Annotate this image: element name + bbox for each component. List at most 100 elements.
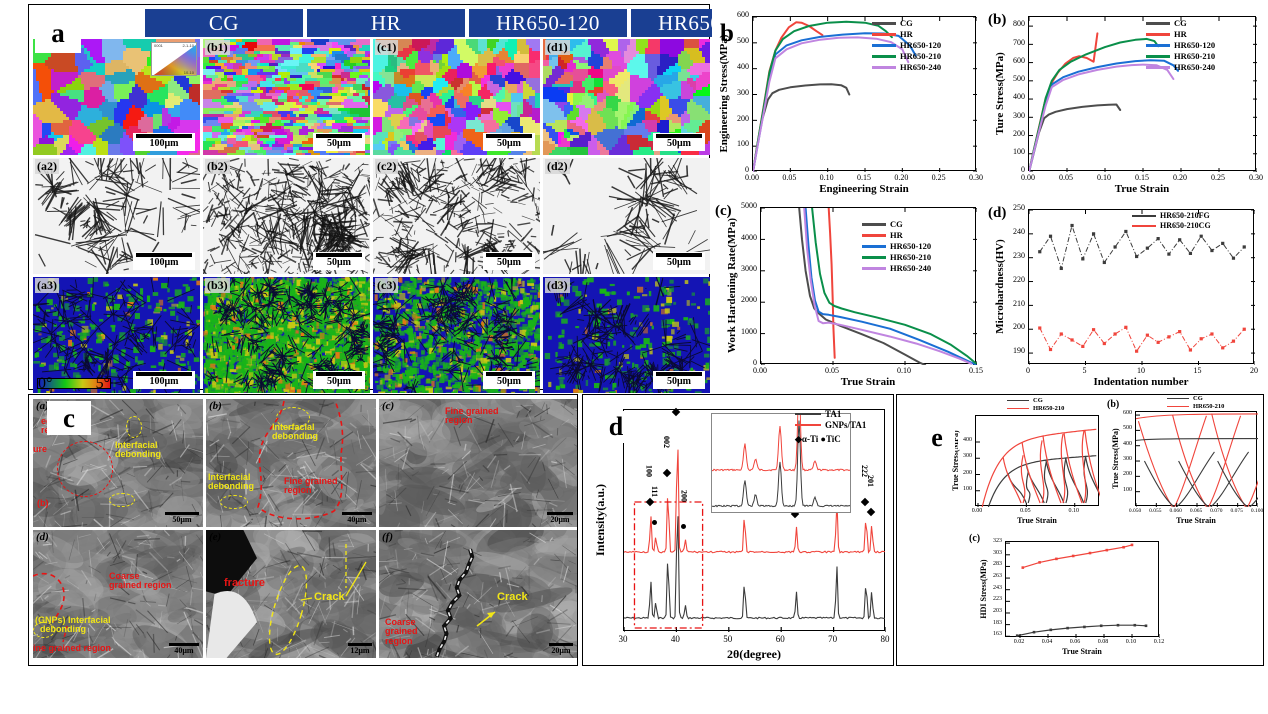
- plot-area-e-b: [1135, 411, 1258, 507]
- plot-area-d: [1028, 209, 1255, 365]
- sem-scale-label: 20μm: [550, 515, 570, 524]
- plot-area-e-c: [1005, 541, 1160, 638]
- legend-entry: HR650-120: [872, 40, 941, 50]
- x-tick-label: 15: [1193, 366, 1202, 375]
- x-axis-title: 2θ(degree): [726, 647, 782, 661]
- y-tick-label: 2000: [741, 295, 757, 305]
- xrd-peak-label: 201: [865, 474, 875, 487]
- plot-area-e-a: [975, 415, 1100, 507]
- legend-color-swatch: [1132, 214, 1156, 217]
- y-tick-label: 100: [737, 139, 749, 149]
- crack-arrow: [476, 611, 496, 627]
- legend-color-swatch: [862, 255, 886, 259]
- x-tick-label: 0.055: [1149, 508, 1162, 514]
- sem-scale-bar: 40μm: [342, 512, 372, 524]
- x-tick-label: 0.00: [971, 508, 983, 514]
- legend-entry: HR650-210: [1007, 405, 1064, 412]
- kam-scale-max: 5°: [95, 374, 110, 392]
- x-tick-label: 0.12: [1153, 639, 1165, 645]
- sem-scale-label: 20μm: [551, 646, 571, 655]
- legend-label: CG: [1193, 395, 1203, 402]
- y-tick-label: 163: [993, 631, 1002, 638]
- scale-bar: 50μm: [653, 371, 705, 389]
- ebsd-cell-d2: (d2) 50μm: [543, 158, 710, 274]
- sem-scale-line: [547, 512, 573, 515]
- scale-bar-line: [136, 134, 192, 138]
- kam-map: [33, 277, 200, 393]
- x-tick-label: 60: [775, 634, 785, 644]
- chart-legend-b2: CG HR HR650-120 HR650-210 HR650-240: [1146, 18, 1215, 72]
- annotation-interfacial-debonding: Interfacial debonding: [115, 440, 161, 460]
- scale-bar: 100μm: [133, 371, 195, 389]
- x-tick-label: 0.10: [819, 173, 834, 182]
- legend-label: HR650-210CG: [1160, 221, 1211, 230]
- x-tick-label: 0.05: [1059, 173, 1073, 182]
- legend-entry: GNPs/TA1: [795, 420, 866, 430]
- legend-color-swatch: [1146, 54, 1170, 58]
- panel-c-tag: c: [47, 401, 91, 435]
- x-tick-label: 0.15: [857, 173, 871, 182]
- subpanel-label: (c1): [375, 40, 399, 55]
- legend-entry: HR650-210: [862, 252, 931, 262]
- annotation-fine-grained-region: Fine grained region: [284, 476, 338, 496]
- scale-bar: 100μm: [133, 133, 195, 151]
- y-axis-title: Ture Stress(MPa): [994, 52, 1006, 135]
- chart-microhardness: 0 5 10 15 20 190 200 210 220 230 240 250 Indentation…: [986, 197, 1264, 390]
- ipf-orientation-map: [33, 39, 200, 155]
- x-tick-label: 0.20: [894, 173, 909, 182]
- sem-cell-b: (b) 40μm Interfacial debonding Interfacial …: [206, 399, 376, 527]
- subpanel-label: (a2): [35, 159, 59, 174]
- annotation-ref-b: (b): [37, 498, 49, 508]
- ebsd-cell-b3: (b3) 50μm: [203, 277, 370, 393]
- sem-micrograph: [206, 530, 376, 658]
- x-tick-label: 0.070: [1210, 508, 1223, 514]
- micrograph-image: [33, 39, 200, 155]
- legend-label: TA1: [825, 409, 842, 419]
- micrograph-image: [33, 158, 200, 274]
- backscatter-image: [203, 158, 370, 274]
- scale-bar-line: [136, 253, 192, 257]
- y-tick-label: 700: [1013, 37, 1025, 47]
- x-tick-label: 0.04: [1041, 639, 1053, 645]
- scale-bar-label: 100μm: [149, 376, 179, 387]
- ipf-key-label-1010: 10-10: [183, 70, 194, 75]
- x-tick-label: 0.10: [1097, 173, 1111, 182]
- scale-bar: 50μm: [483, 133, 535, 151]
- column-header-hr: HR: [307, 9, 465, 37]
- y-tick-label: 210: [1013, 298, 1025, 308]
- legend-entry: CG: [1146, 18, 1215, 28]
- micrograph-image: [33, 277, 200, 393]
- column-header-hr650-120: HR650-120: [469, 9, 627, 37]
- sem-cell-c: (c) 20μm Fine grained region: [379, 399, 577, 527]
- sem-scale-label: 40μm: [174, 646, 194, 655]
- x-tick-label: 0.02: [1013, 639, 1025, 645]
- x-tick-label: 0.10: [1068, 508, 1079, 514]
- xrd-curves: [624, 449, 886, 632]
- y-axis-title: True Stress(MPa): [1111, 428, 1120, 489]
- x-axis-title: True Strain: [1114, 183, 1170, 195]
- legend-entry: HR650-210FG: [1132, 211, 1211, 220]
- legend-label: HR650-210: [1174, 51, 1216, 61]
- y-tick-label: 1000: [741, 326, 757, 336]
- micrograph-image: [203, 277, 370, 393]
- panel-c-fractography: c (a)50μmed regionure(b)Interfacial debo…: [28, 394, 578, 666]
- legend-label: GNPs/TA1: [825, 420, 867, 430]
- legend-entry: CG: [1167, 395, 1224, 402]
- x-tick-label: 0.15: [969, 366, 983, 375]
- crack-annotation-overlay: [268, 544, 367, 656]
- x-axis-title: Engineering Strain: [819, 183, 909, 195]
- sem-scale-label: 50μm: [172, 515, 192, 524]
- scale-bar-line: [316, 253, 362, 257]
- x-tick-label: 0: [1026, 366, 1030, 375]
- legend-entry: TA1: [795, 409, 866, 419]
- xrd-legend: TA1 GNPs/TA1 ◆α-Ti ●TiC: [795, 409, 866, 445]
- tic-marker: [681, 524, 687, 530]
- x-tick-label: 40: [670, 634, 680, 644]
- subplot-e-b: 100 200 300 400 500 600 0.050 0.055 0.060 0.065 0.…: [1105, 395, 1263, 532]
- xrd-peak-label: 111: [649, 486, 659, 498]
- sem-image-grid: (a)50μmed regionure(b)Interfacial debond…: [33, 399, 577, 658]
- xrd-inset: [711, 384, 851, 513]
- y-tick-label: 200: [1123, 471, 1132, 478]
- scale-bar-label: 50μm: [497, 257, 521, 268]
- y-tick-label: 300: [737, 87, 749, 97]
